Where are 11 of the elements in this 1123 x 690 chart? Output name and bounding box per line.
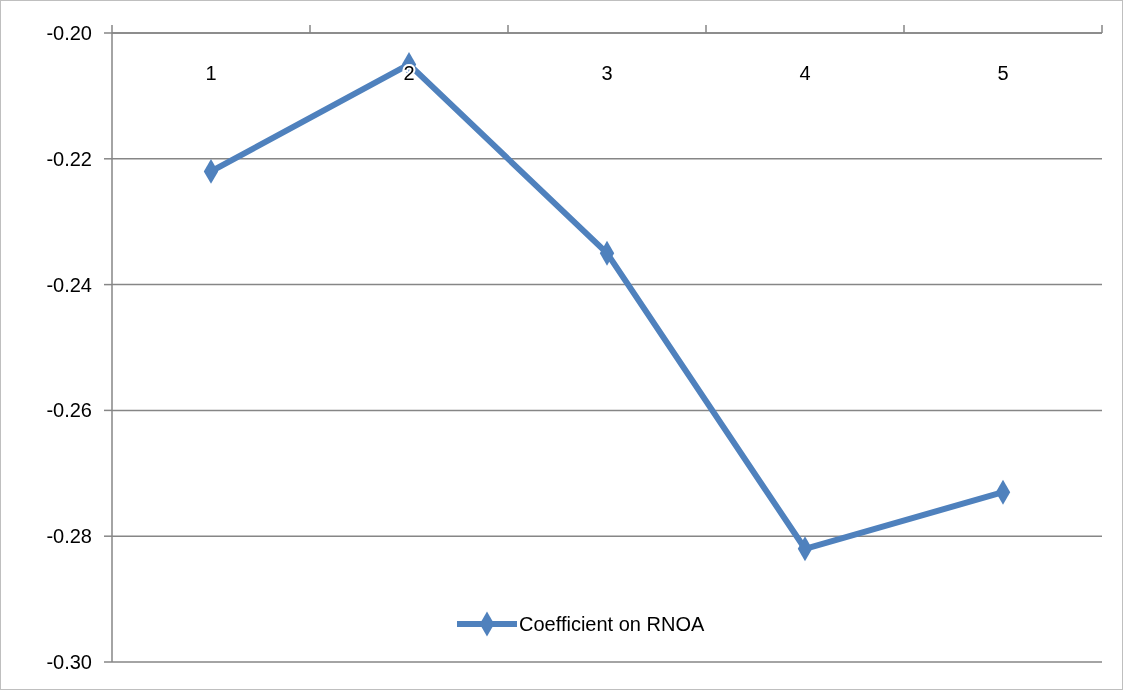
- y-tick-label: -0.20: [46, 22, 92, 44]
- x-tick-label: 4: [799, 62, 811, 84]
- y-tick-label: -0.30: [46, 651, 92, 673]
- x-tick-label: 3: [601, 62, 613, 84]
- y-tick-label: -0.22: [46, 147, 92, 170]
- x-tick-label: 5: [997, 62, 1009, 84]
- y-tick-label: -0.24: [46, 273, 92, 296]
- y-tick-label: -0.26: [46, 399, 92, 422]
- x-tick-label: 1: [205, 62, 217, 84]
- y-tick-label: -0.28: [46, 525, 92, 548]
- legend-label: Coefficient on RNOA: [519, 613, 705, 635]
